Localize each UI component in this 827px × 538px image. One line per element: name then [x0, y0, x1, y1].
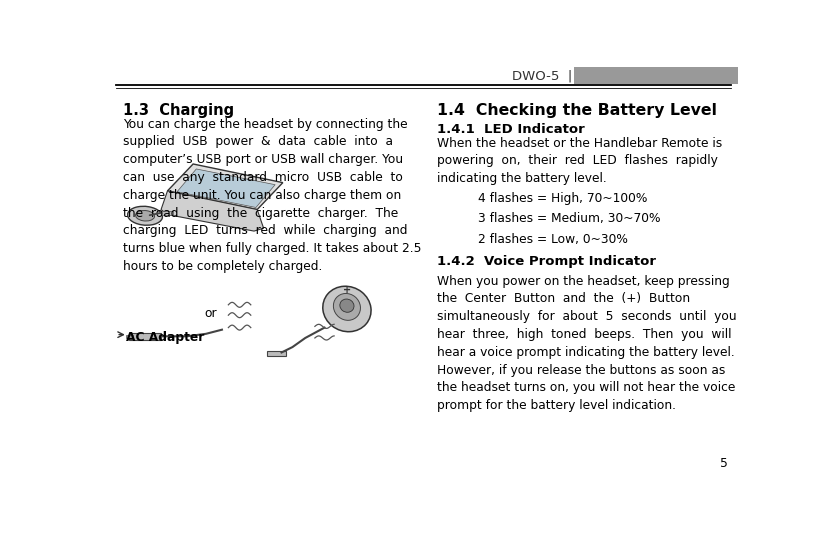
Text: 2 flashes = Low, 0~30%: 2 flashes = Low, 0~30% [478, 233, 629, 246]
Text: computer’s USB port or USB wall charger. You: computer’s USB port or USB wall charger.… [122, 153, 403, 166]
Bar [129, 332, 161, 340]
Text: simultaneously  for  about  5  seconds  until  you: simultaneously for about 5 seconds until… [437, 310, 736, 323]
Text: 1.4.1  LED Indicator: 1.4.1 LED Indicator [437, 123, 585, 137]
Text: AC Adapter: AC Adapter [126, 330, 204, 344]
Ellipse shape [333, 293, 361, 320]
Text: 1.4.2  Voice Prompt Indicator: 1.4.2 Voice Prompt Indicator [437, 254, 656, 268]
Text: When the headset or the Handlebar Remote is: When the headset or the Handlebar Remote… [437, 137, 722, 150]
Text: turns blue when fully charged. It takes about 2.5: turns blue when fully charged. It takes … [122, 242, 421, 255]
Text: 5: 5 [720, 457, 729, 470]
Text: the headset turns on, you will not hear the voice: the headset turns on, you will not hear … [437, 381, 735, 394]
Text: charging  LED  turns  red  while  charging  and: charging LED turns red while charging an… [122, 224, 407, 237]
Text: hear  three,  high  toned  beeps.  Then  you  will: hear three, high toned beeps. Then you w… [437, 328, 731, 341]
Text: indicating the battery level.: indicating the battery level. [437, 172, 606, 185]
Bar [575, 67, 738, 84]
Text: However, if you release the buttons as soon as: However, if you release the buttons as s… [437, 364, 725, 377]
Text: prompt for the battery level indication.: prompt for the battery level indication. [437, 399, 676, 412]
Text: supplied  USB  power  &  data  cable  into  a: supplied USB power & data cable into a [122, 136, 393, 148]
Polygon shape [167, 164, 283, 209]
Text: 4 flashes = High, 70~100%: 4 flashes = High, 70~100% [478, 192, 648, 205]
Text: +: + [343, 285, 351, 294]
Ellipse shape [340, 299, 354, 312]
Bar [267, 351, 286, 356]
Ellipse shape [136, 210, 155, 221]
Text: You can charge the headset by connecting the: You can charge the headset by connecting… [122, 118, 407, 131]
Bar [127, 335, 133, 338]
Ellipse shape [323, 286, 371, 332]
Text: charge the unit. You can also charge them on: charge the unit. You can also charge the… [122, 189, 401, 202]
Ellipse shape [127, 206, 162, 225]
Text: 1.3  Charging: 1.3 Charging [122, 103, 234, 118]
Text: DWO-5  |: DWO-5 | [512, 69, 572, 82]
Text: the  Center  Button  and  the  (+)  Button: the Center Button and the (+) Button [437, 293, 690, 306]
Text: 1.4  Checking the Battery Level: 1.4 Checking the Battery Level [437, 103, 717, 118]
Text: powering  on,  their  red  LED  flashes  rapidly: powering on, their red LED flashes rapid… [437, 154, 718, 167]
Text: the  road  using  the  cigarette  charger.  The: the road using the cigarette charger. Th… [122, 207, 398, 220]
Polygon shape [177, 169, 275, 208]
Text: hours to be completely charged.: hours to be completely charged. [122, 260, 322, 273]
Text: When you power on the headset, keep pressing: When you power on the headset, keep pres… [437, 274, 729, 288]
Polygon shape [161, 191, 264, 231]
Text: can  use  any  standard  micro  USB  cable  to: can use any standard micro USB cable to [122, 171, 403, 184]
Text: or: or [204, 307, 218, 320]
Text: 3 flashes = Medium, 30~70%: 3 flashes = Medium, 30~70% [478, 213, 661, 225]
Bar [161, 211, 173, 215]
Text: hear a voice prompt indicating the battery level.: hear a voice prompt indicating the batte… [437, 346, 734, 359]
